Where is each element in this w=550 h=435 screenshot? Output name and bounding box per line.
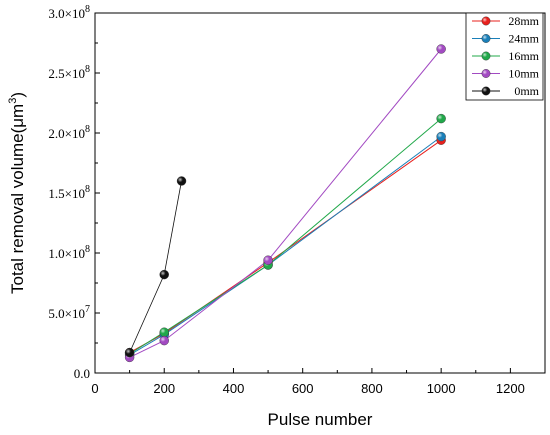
legend-label: 0mm xyxy=(514,84,539,98)
x-axis-title: Pulse number xyxy=(268,410,373,429)
y-axis-title: Total removal volume(μm3) xyxy=(7,92,27,294)
y-tick-label: 3.0×108 xyxy=(48,4,90,21)
x-tick-label: 200 xyxy=(153,381,175,396)
y-tick-label: 0.0 xyxy=(74,366,90,381)
x-tick-label: 600 xyxy=(292,381,314,396)
y-tick-label: 2.5×108 xyxy=(48,64,90,81)
axis-ticks xyxy=(94,12,511,374)
legend-label: 28mm xyxy=(508,14,539,28)
series-line-16mm xyxy=(129,118,442,355)
legend-label: 24mm xyxy=(508,32,539,46)
y-axis-title-sup: 3 xyxy=(7,98,19,104)
series-line-10mm xyxy=(129,48,442,358)
x-tick-label: 1000 xyxy=(427,381,456,396)
legend-label: 16mm xyxy=(508,49,539,63)
data-point-16mm xyxy=(436,113,446,124)
series-lines xyxy=(129,48,442,358)
x-tick-label: 1200 xyxy=(496,381,525,396)
legend-label: 10mm xyxy=(508,67,539,81)
x-tick-label: 400 xyxy=(223,381,245,396)
y-axis-title-close: ) xyxy=(8,92,27,98)
legend-item-10mm: 10mm xyxy=(472,67,540,81)
legend-item-16mm: 16mm xyxy=(472,49,540,63)
data-point-16mm xyxy=(159,327,169,337)
legend: 28mm 24mm 16mm 10mm 0mm xyxy=(465,12,544,101)
x-tick-label: 0 xyxy=(91,381,98,396)
series-points xyxy=(124,44,446,363)
data-point-24mm xyxy=(436,131,446,142)
y-tick-label: 2.0×108 xyxy=(48,124,90,141)
data-point-10mm xyxy=(263,255,273,265)
legend-item-28mm: 28mm xyxy=(472,14,540,28)
y-tick-label: 1.5×108 xyxy=(48,184,90,201)
series-line-24mm xyxy=(129,136,442,356)
series-line-28mm xyxy=(129,139,442,354)
data-point-10mm xyxy=(159,335,169,346)
y-tick-label: 1.0×108 xyxy=(48,244,90,261)
data-point-0mm xyxy=(124,347,135,358)
tick-labels: 0 200 400 600 800 1000 1200 0.0 5.0×107 1.0×108 1.… xyxy=(48,4,524,396)
data-point-0mm xyxy=(159,269,169,280)
data-point-0mm xyxy=(176,176,187,186)
legend-item-0mm: 0mm xyxy=(472,84,540,98)
y-tick-label: 5.0×107 xyxy=(48,304,90,321)
legend-item-24mm: 24mm xyxy=(472,32,540,46)
y-axis-title-main: Total removal volume(μm xyxy=(8,104,27,294)
x-tick-label: 800 xyxy=(361,381,383,396)
data-point-10mm xyxy=(436,44,446,54)
